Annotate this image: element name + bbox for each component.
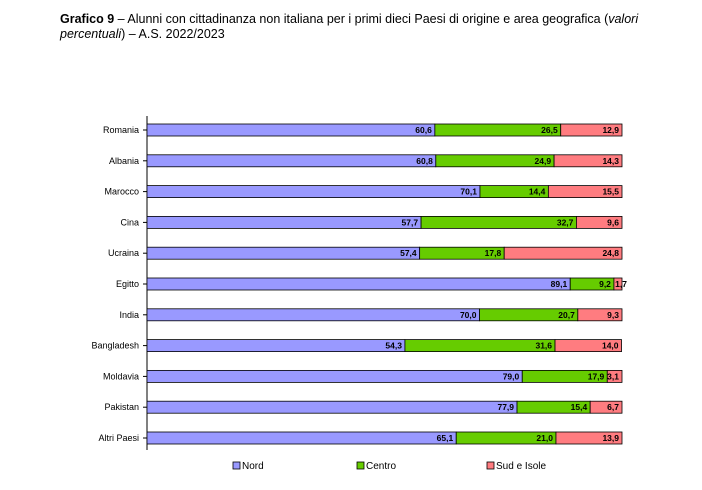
bar-segment-nord xyxy=(146,246,421,260)
value-label: 70,0 xyxy=(460,310,477,320)
bar-segment-nord xyxy=(146,215,422,229)
legend-swatch xyxy=(486,461,495,470)
bar-segment-centro xyxy=(420,215,577,229)
bar-segment-sud-e-isole xyxy=(606,369,623,383)
bar-segment-nord xyxy=(146,339,406,353)
value-label: 24,8 xyxy=(602,248,619,258)
value-label: 12,9 xyxy=(602,125,619,135)
value-label: 70,1 xyxy=(460,187,477,197)
category-label: Albania xyxy=(109,156,139,166)
bar-segment-sud-e-isole xyxy=(555,431,623,445)
value-label: 9,2 xyxy=(599,279,611,289)
category-label: Ucraina xyxy=(108,248,139,258)
value-label: 26,5 xyxy=(541,125,558,135)
value-label: 77,9 xyxy=(497,402,514,412)
chart-title-suffix: ) – A.S. 2022/2023 xyxy=(121,27,225,41)
chart-title-italic: valori percentuali xyxy=(60,12,639,41)
legend-swatch xyxy=(356,461,365,470)
category-label: Bangladesh xyxy=(91,341,139,351)
bar-segment-nord xyxy=(146,185,481,199)
value-label: 31,6 xyxy=(535,341,552,351)
value-label: 20,7 xyxy=(558,310,575,320)
legend-label: Centro xyxy=(366,461,396,472)
category-label: Cina xyxy=(120,217,139,227)
category-label: Romania xyxy=(103,125,139,135)
legend-swatch xyxy=(232,461,241,470)
bar-segment-nord xyxy=(146,308,480,322)
legend-label: Nord xyxy=(242,461,264,472)
value-label: 89,1 xyxy=(551,279,568,289)
bar-segment-sud-e-isole xyxy=(577,308,623,322)
bar-segment-sud-e-isole xyxy=(576,215,623,229)
value-label: 15,5 xyxy=(602,187,619,197)
legend-label: Sud e Isole xyxy=(496,461,546,472)
bar-segment-sud-e-isole xyxy=(547,185,623,199)
value-label: 14,3 xyxy=(602,156,619,166)
category-label: Marocco xyxy=(104,187,139,197)
category-label: Egitto xyxy=(116,279,139,289)
value-label: 65,1 xyxy=(437,433,454,443)
value-label: 57,4 xyxy=(400,248,417,258)
chart-title-prefix: Grafico 9 xyxy=(60,12,115,26)
bar-segment-nord xyxy=(146,123,436,137)
category-label: Altri Paesi xyxy=(98,433,139,443)
value-label: 60,8 xyxy=(416,156,433,166)
value-label: 57,7 xyxy=(402,217,419,227)
bar-segment-sud-e-isole xyxy=(560,123,623,137)
bar-segment-sud-e-isole xyxy=(553,154,623,168)
bar-segment-nord xyxy=(146,277,571,291)
value-label: 79,0 xyxy=(503,371,520,381)
value-label: 24,9 xyxy=(535,156,552,166)
value-label: 54,3 xyxy=(385,341,402,351)
value-label: 15,4 xyxy=(571,402,588,412)
chart-title-main: – Alunni con cittadinanza non italiana p… xyxy=(114,12,609,26)
value-label: 3,1 xyxy=(607,371,619,381)
bar-segment-sud-e-isole xyxy=(613,277,623,291)
value-label: 14,4 xyxy=(529,187,546,197)
bar-segment-nord xyxy=(146,369,523,383)
value-label: 60,6 xyxy=(415,125,432,135)
bar-segment-nord xyxy=(146,400,518,414)
category-label: Pakistan xyxy=(104,402,139,412)
bar-segment-nord xyxy=(146,154,437,168)
value-label: 9,3 xyxy=(607,310,619,320)
bar-segment-sud-e-isole xyxy=(554,339,622,353)
chart-title: Grafico 9 – Alunni con cittadinanza non … xyxy=(60,12,660,42)
bar-segment-sud-e-isole xyxy=(503,246,623,260)
value-label: 17,9 xyxy=(588,371,605,381)
value-label: 6,7 xyxy=(607,402,619,412)
value-label: 32,7 xyxy=(557,217,574,227)
value-label: 21,0 xyxy=(536,433,553,443)
value-label: 1,7 xyxy=(615,279,627,289)
bar-segment-sud-e-isole xyxy=(589,400,623,414)
category-label: India xyxy=(119,310,139,320)
bar-segment-nord xyxy=(146,431,457,445)
bar-segment-centro xyxy=(404,339,556,353)
category-label: Moldavia xyxy=(103,371,139,381)
value-label: 17,8 xyxy=(485,248,502,258)
value-label: 13,9 xyxy=(602,433,619,443)
value-label: 9,6 xyxy=(607,217,619,227)
value-label: 14,0 xyxy=(602,341,619,351)
